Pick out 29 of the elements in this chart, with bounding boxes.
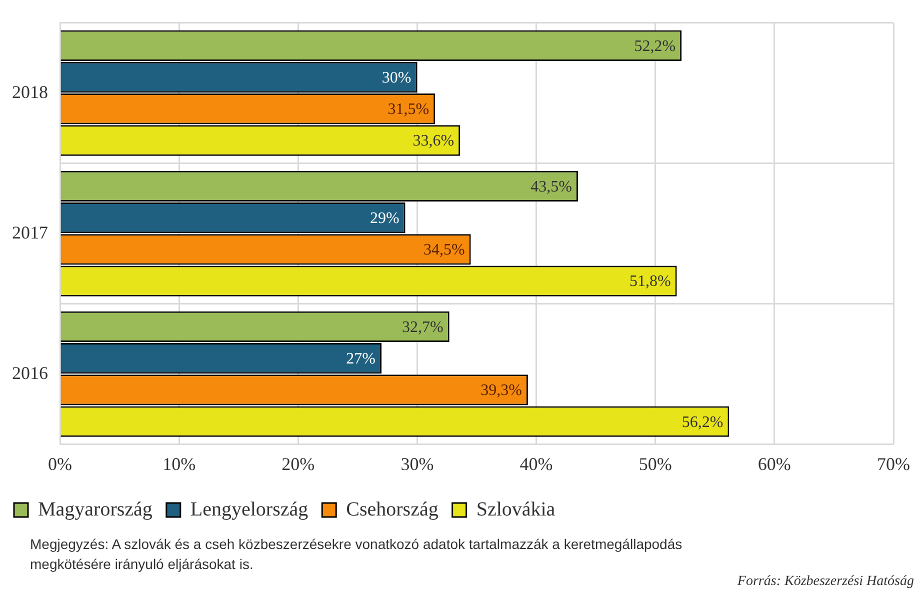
data-label: 39,3% bbox=[480, 382, 522, 400]
x-tick-label: 20% bbox=[282, 454, 315, 474]
data-label: 31,5% bbox=[388, 101, 430, 118]
data-label: 29% bbox=[370, 210, 400, 227]
data-label: 52,2% bbox=[634, 38, 676, 55]
x-tick-label: 0% bbox=[48, 454, 72, 474]
x-tick-label: 50% bbox=[638, 454, 672, 474]
data-label: 43,5% bbox=[530, 178, 572, 196]
x-tick-label: 10% bbox=[162, 454, 196, 474]
x-tick-label: 70% bbox=[877, 454, 910, 474]
data-label: 33,6% bbox=[412, 132, 454, 150]
data-label: 34,5% bbox=[423, 242, 465, 259]
data-label: 51,8% bbox=[629, 273, 671, 290]
data-label: 27% bbox=[346, 350, 376, 368]
text: Forrás: Közbeszerzési Hatóság bbox=[737, 574, 914, 590]
legend-label: Szlovákia bbox=[476, 498, 556, 520]
text: Megjegyzés: A szlovák és a cseh közbeszerzésekre vonatkozó adatok tartalmazzák a keretmegállapodás megkötésére irányuló eljárásokat is. bbox=[30, 535, 684, 574]
y-tick-label: 2017 bbox=[12, 222, 48, 242]
x-tick-label: 30% bbox=[400, 454, 434, 474]
x-tick-label: 40% bbox=[520, 454, 553, 474]
data-label: 30% bbox=[382, 69, 412, 86]
x-tick-label: 60% bbox=[758, 454, 791, 474]
y-tick-label: 2018 bbox=[12, 82, 48, 102]
legend-label: Magyarország bbox=[38, 498, 152, 520]
legend-label: Lengyelország bbox=[190, 498, 308, 520]
legend-label: Csehország bbox=[346, 498, 438, 520]
data-label: 56,2% bbox=[682, 414, 724, 431]
data-label: 32,7% bbox=[402, 318, 444, 336]
y-tick-label: 2016 bbox=[12, 362, 48, 383]
